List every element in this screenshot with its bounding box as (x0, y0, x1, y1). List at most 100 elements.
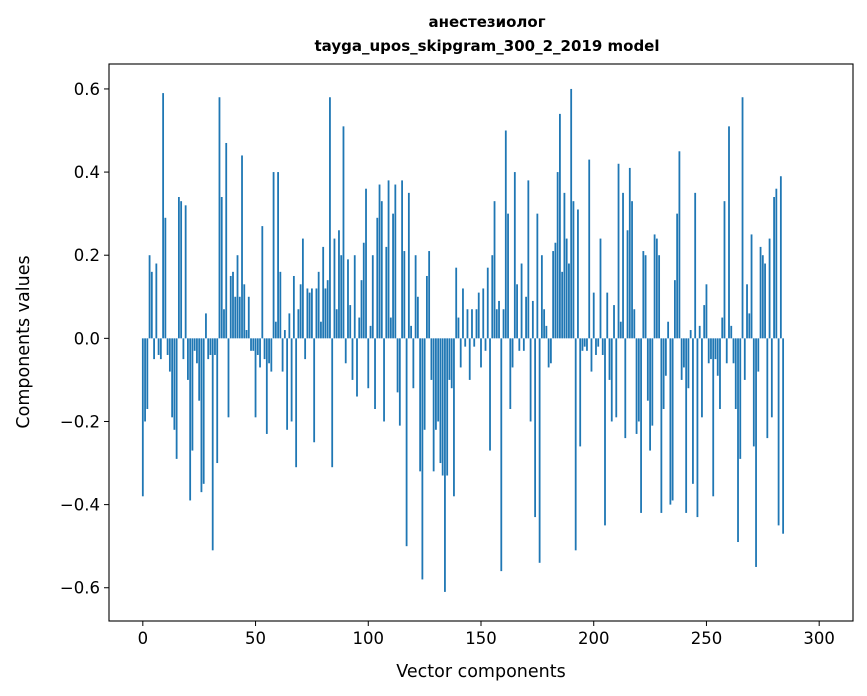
bar-175 (536, 213, 539, 339)
x-tick-label: 200 (578, 629, 610, 648)
bar-66 (290, 338, 293, 422)
bar-23 (193, 338, 196, 351)
bar-154 (489, 338, 491, 451)
bar-205 (604, 338, 606, 526)
bar-52 (259, 338, 261, 368)
bar-164 (511, 338, 514, 368)
bar-104 (376, 217, 379, 339)
bar-12 (168, 338, 171, 372)
bar-58 (272, 172, 275, 339)
y-tick-label: 0.2 (74, 246, 100, 265)
bar-8 (159, 338, 162, 360)
bar-231 (662, 338, 665, 409)
bar-31 (211, 338, 214, 551)
bar-284 (782, 338, 785, 534)
bar-4 (150, 271, 153, 339)
bar-57 (270, 338, 273, 372)
bar-139 (455, 267, 458, 339)
bar-247 (698, 325, 701, 339)
bar-50 (254, 338, 257, 418)
bar-263 (734, 338, 737, 409)
bar-111 (392, 213, 394, 339)
bar-190 (570, 88, 573, 339)
bar-221 (640, 338, 642, 513)
x-tick-label: 50 (245, 629, 266, 648)
bar-34 (218, 97, 221, 339)
bar-121 (414, 255, 417, 339)
bar-54 (263, 338, 266, 360)
bar-281 (775, 188, 778, 339)
bar-119 (410, 325, 413, 339)
bar-196 (583, 338, 586, 347)
bar-219 (635, 338, 638, 434)
bar-214 (624, 338, 627, 439)
bar-250 (705, 284, 708, 339)
bar-201 (595, 338, 597, 355)
bar-33 (216, 338, 219, 464)
bar-177 (540, 255, 543, 339)
bar-142 (462, 288, 464, 339)
bar-209 (613, 305, 615, 339)
bar-194 (579, 338, 582, 447)
bar-113 (396, 338, 399, 393)
bar-273 (757, 338, 760, 372)
bar-218 (633, 309, 636, 339)
bar-159 (500, 338, 503, 572)
bar-191 (572, 201, 575, 339)
bar-32 (214, 338, 216, 355)
bar-152 (484, 338, 487, 351)
bar-188 (565, 238, 568, 339)
bar-176 (538, 338, 541, 563)
y-tick-label: −0.2 (60, 412, 100, 431)
bar-109 (387, 180, 390, 339)
bar-124 (421, 338, 424, 580)
bar-151 (482, 288, 485, 339)
y-axis-label: Components values (14, 255, 34, 428)
bar-261 (730, 325, 733, 339)
bar-187 (563, 192, 566, 339)
bar-134 (444, 338, 446, 592)
bar-96 (358, 317, 361, 339)
bar-242 (687, 338, 690, 389)
bar-127 (428, 251, 431, 339)
bar-215 (626, 230, 629, 339)
bar-60 (277, 172, 279, 339)
bar-79 (320, 321, 322, 339)
bar-25 (198, 338, 201, 401)
bar-185 (559, 113, 561, 339)
bar-85 (333, 238, 336, 339)
bar-272 (755, 338, 757, 567)
bar-213 (622, 192, 624, 339)
bar-245 (694, 192, 697, 339)
bar-262 (732, 338, 735, 364)
bar-110 (389, 317, 392, 339)
bar-260 (728, 126, 730, 339)
bar-251 (707, 338, 710, 364)
bar-200 (592, 292, 595, 339)
bar-246 (696, 338, 699, 518)
bar-125 (423, 338, 426, 430)
bar-118 (407, 192, 410, 339)
bar-279 (770, 338, 773, 418)
y-tick-label: 0.0 (74, 329, 100, 348)
bar-28 (205, 313, 207, 339)
bar-158 (498, 300, 500, 339)
bar-6 (155, 263, 158, 339)
bar-38 (227, 338, 230, 418)
bar-236 (673, 280, 676, 339)
bar-2 (146, 338, 149, 409)
bar-280 (773, 197, 775, 339)
bar-123 (419, 338, 422, 472)
bar-207 (608, 338, 611, 380)
bar-59 (274, 321, 277, 339)
bar-120 (412, 338, 415, 389)
bar-7 (157, 338, 160, 355)
bar-72 (304, 338, 307, 360)
bar-258 (723, 201, 726, 339)
bar-241 (685, 338, 688, 513)
bar-203 (599, 238, 602, 339)
bar-86 (335, 309, 338, 339)
bar-234 (669, 338, 672, 505)
bar-71 (301, 238, 304, 339)
bar-240 (683, 338, 685, 368)
